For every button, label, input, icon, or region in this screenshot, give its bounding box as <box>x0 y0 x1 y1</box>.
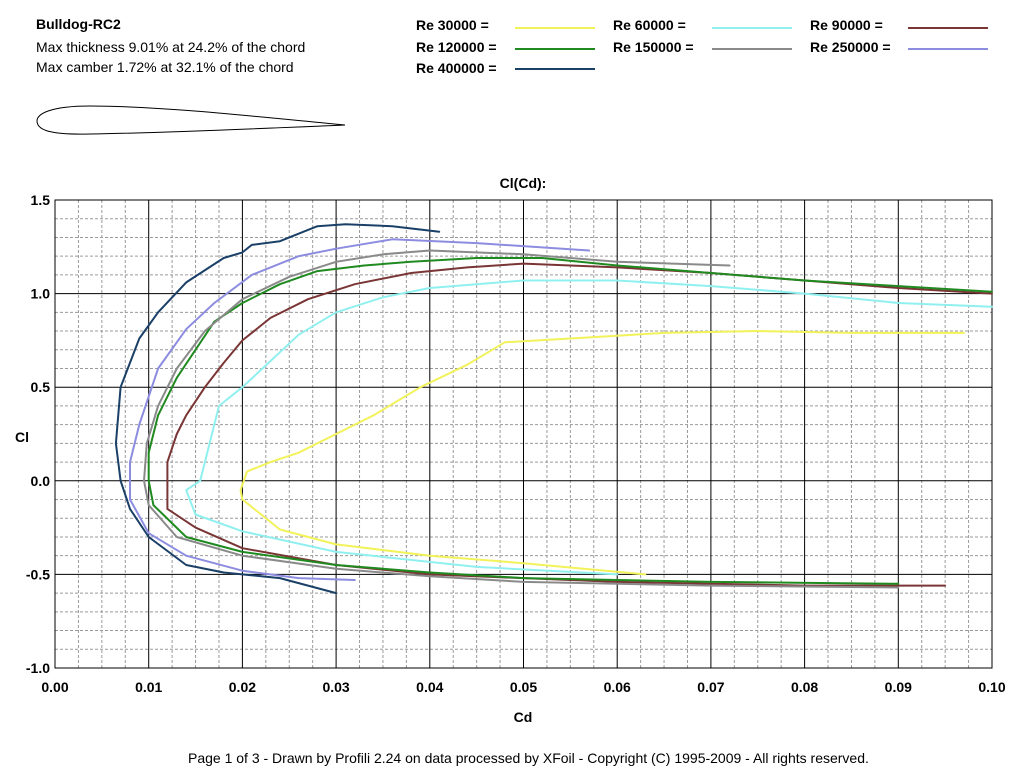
y-tick-label: 0.5 <box>31 379 51 395</box>
x-tick-label: 0.07 <box>697 679 724 695</box>
series-line-re-400000 <box>114 223 441 595</box>
y-tick-label: 1.0 <box>31 286 51 302</box>
legend-label-re-60000: Re 60000 = <box>613 17 686 33</box>
x-tick-label: 0.00 <box>41 679 68 695</box>
y-tick-label: -1.0 <box>26 660 50 676</box>
series-line-re-30000 <box>239 330 965 576</box>
x-tick-label: 0.04 <box>416 679 443 695</box>
legend-label-re-150000: Re 150000 = <box>613 39 694 55</box>
legend-label-re-90000: Re 90000 = <box>810 17 883 33</box>
y-tick-label: -0.5 <box>26 566 50 582</box>
x-tick-label: 0.05 <box>510 679 537 695</box>
x-tick-label: 0.01 <box>135 679 162 695</box>
plot-frame <box>54 199 993 669</box>
y-axis-label: Cl <box>15 429 29 445</box>
series-line-re-150000 <box>143 249 900 589</box>
legend-label-re-120000: Re 120000 = <box>416 39 497 55</box>
y-tick-label: 0.0 <box>31 473 51 489</box>
y-tick-labels: 1.5 1.0 0.5 0.0 -0.5 -1.0 <box>26 192 50 676</box>
x-tick-labels: 0.00 0.01 0.02 0.03 0.04 0.05 0.06 0.07 0.08 0.09… <box>41 679 1005 695</box>
legend-label-re-400000: Re 400000 = <box>416 60 497 76</box>
chart-title: Cl(Cd): <box>500 175 547 191</box>
x-tick-label: 0.10 <box>978 679 1005 695</box>
series-line-re-120000 <box>147 257 993 585</box>
series-line-re-60000 <box>185 279 993 576</box>
x-tick-label: 0.08 <box>791 679 818 695</box>
legend-swatches <box>515 27 988 70</box>
max-camber-info: Max camber 1.72% at 32.1% of the chord <box>36 59 294 75</box>
x-tick-label: 0.03 <box>322 679 349 695</box>
legend-label-re-250000: Re 250000 = <box>810 39 891 55</box>
series-line-re-250000 <box>129 238 591 581</box>
airfoil-profile-outline <box>36 105 346 135</box>
series-lines <box>114 223 993 595</box>
max-thickness-info: Max thickness 9.01% at 24.2% of the chor… <box>36 39 306 55</box>
x-axis-label: Cd <box>514 709 533 725</box>
x-tick-label: 0.06 <box>604 679 631 695</box>
y-tick-label: 1.5 <box>31 192 51 208</box>
footer-credits: Page 1 of 3 - Drawn by Profili 2.24 on d… <box>188 750 869 766</box>
airfoil-name: Bulldog-RC2 <box>36 16 121 32</box>
legend-label-re-30000: Re 30000 = <box>416 17 489 33</box>
x-tick-label: 0.09 <box>885 679 912 695</box>
x-tick-label: 0.02 <box>229 679 256 695</box>
